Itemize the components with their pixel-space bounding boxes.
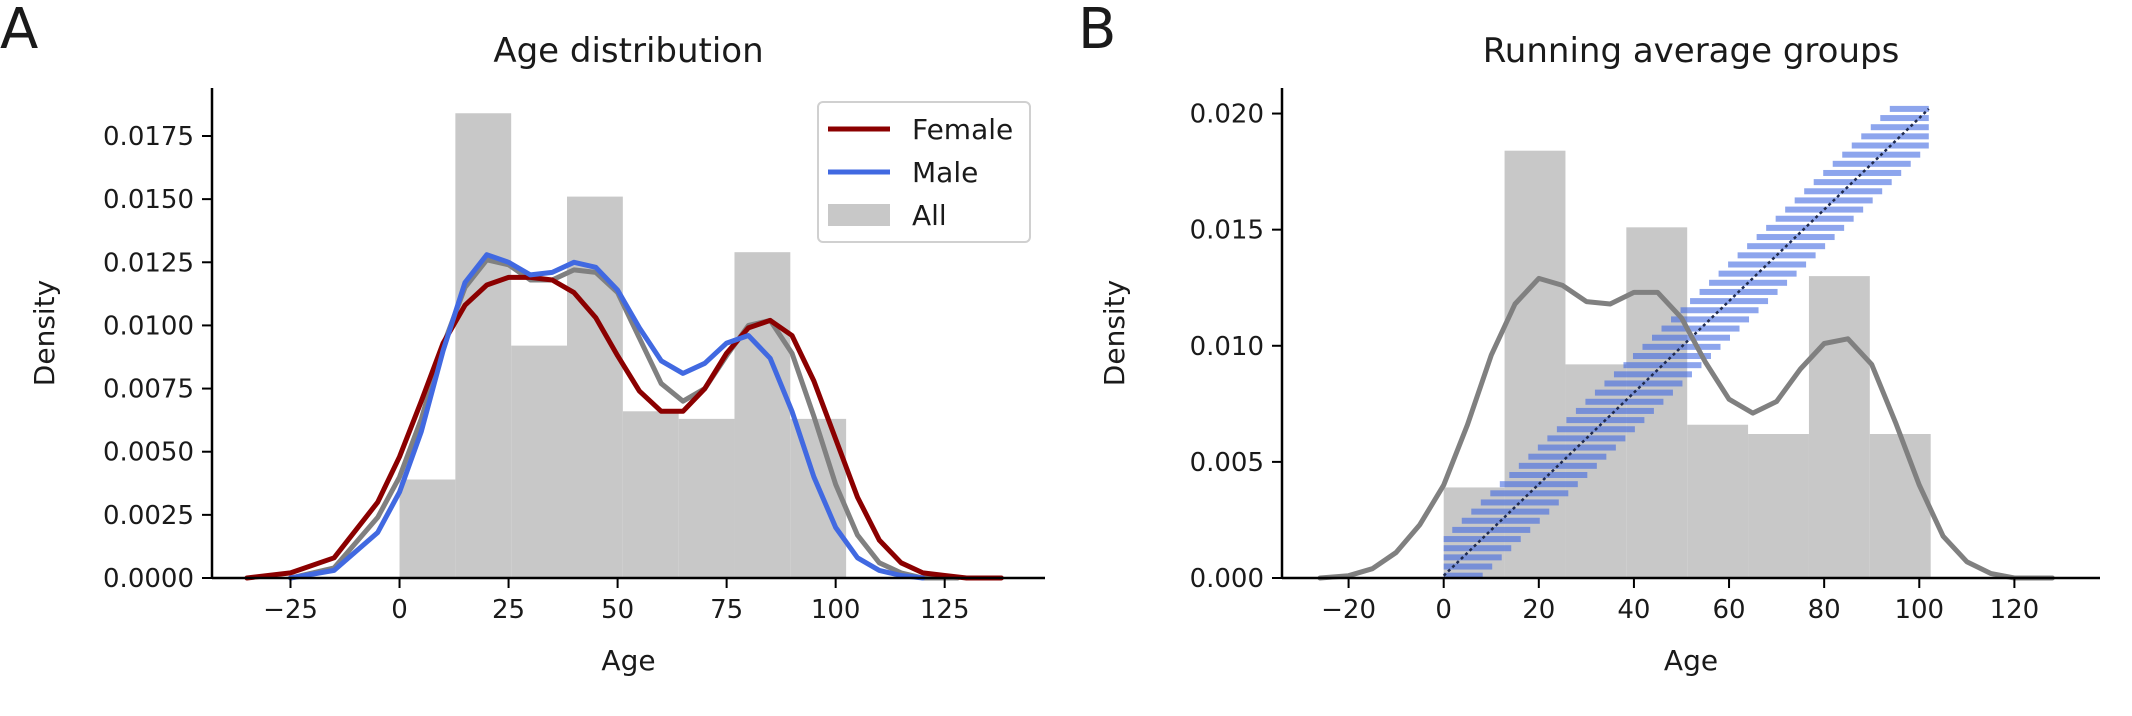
x-tick-label: 60 xyxy=(1712,595,1745,625)
running-group-bar xyxy=(1594,389,1673,396)
histogram-bar xyxy=(511,345,568,578)
kde-line xyxy=(1317,275,2055,581)
running-group-bar xyxy=(1766,224,1845,231)
running-group-bar xyxy=(1813,179,1892,186)
running-group-bar xyxy=(1585,398,1664,405)
y-axis-label: Density xyxy=(1098,280,1131,386)
y-tick-label: 0.0050 xyxy=(103,438,194,468)
running-group-bar xyxy=(1480,499,1559,506)
panel-b: B Running average groups −20 0 20 40 60 80 100 12… xyxy=(1078,0,2100,677)
y-tick-label: 0.020 xyxy=(1190,100,1264,130)
x-tick-label: 75 xyxy=(710,595,743,625)
histogram-bar xyxy=(1565,364,1627,578)
running-group-bar xyxy=(1642,343,1721,350)
x-tick-label: 40 xyxy=(1617,595,1650,625)
running-group-bar xyxy=(1737,252,1816,259)
x-tick-label: 100 xyxy=(811,595,861,625)
running-groups xyxy=(1442,105,1930,579)
kde-lines xyxy=(1317,275,2055,581)
running-group-bar xyxy=(1880,115,1929,122)
running-group-bar xyxy=(1499,481,1578,488)
histogram-bar xyxy=(567,196,623,578)
running-average-diagonal xyxy=(1442,107,1930,577)
running-group-bar xyxy=(1718,270,1797,277)
kde-line-female xyxy=(244,274,1004,581)
x-tick-label: 120 xyxy=(1990,595,2040,625)
running-group-bar xyxy=(1575,407,1654,414)
x-axis-label: Age xyxy=(1664,644,1718,677)
chart-title: Age distribution xyxy=(493,31,763,71)
running-group-bar xyxy=(1537,444,1616,451)
x-tick-label: 20 xyxy=(1522,595,1555,625)
histogram-bar xyxy=(734,252,791,578)
legend-swatch-all xyxy=(828,204,890,226)
kde-lines xyxy=(244,252,1004,581)
x-tick-label: 80 xyxy=(1808,595,1841,625)
x-tick-label: 0 xyxy=(391,595,408,625)
running-group-bar xyxy=(1889,105,1929,112)
histogram-bar xyxy=(455,113,512,579)
running-group-bar xyxy=(1785,206,1864,213)
histogram-bar xyxy=(622,411,679,578)
histogram-bar xyxy=(1808,276,1870,578)
chart-title: Running average groups xyxy=(1483,31,1900,71)
running-group-bar xyxy=(1443,554,1502,561)
x-tick-label: −20 xyxy=(1321,595,1376,625)
running-group-bar xyxy=(1443,563,1493,570)
running-group-bar xyxy=(1671,316,1750,323)
panel-letter: B xyxy=(1078,0,1116,62)
running-group-bar xyxy=(1832,160,1911,167)
panel-letter: A xyxy=(0,0,38,62)
x-tick-label: 100 xyxy=(1894,595,1944,625)
histogram-bar xyxy=(1869,434,1931,578)
x-tick-label: 125 xyxy=(920,595,970,625)
running-group-bar xyxy=(1547,435,1626,442)
running-group-bar xyxy=(1775,215,1854,222)
running-group-bar xyxy=(1490,490,1569,497)
x-tick-label: 25 xyxy=(492,595,525,625)
running-group-bar xyxy=(1680,307,1759,314)
x-axis-label: Age xyxy=(601,644,655,677)
histogram-bar xyxy=(678,418,735,578)
running-group-bar xyxy=(1870,124,1929,131)
legend-label: All xyxy=(912,199,947,232)
y-axis-label: Density xyxy=(28,280,61,386)
running-group-bar xyxy=(1861,133,1929,140)
kde-line-male xyxy=(288,252,926,581)
running-group-bar xyxy=(1452,526,1531,533)
y-tick-label: 0.010 xyxy=(1190,332,1264,362)
running-group-bar xyxy=(1443,536,1521,543)
y-tick-label: 0.0000 xyxy=(103,564,194,594)
running-group-bar xyxy=(1823,169,1902,176)
y-tick-label: 0.0150 xyxy=(103,185,194,215)
running-group-bar xyxy=(1528,453,1607,460)
y-tick-label: 0.005 xyxy=(1190,448,1264,478)
running-group-bar xyxy=(1443,572,1483,579)
histogram-bar xyxy=(1687,424,1749,578)
running-group-bar xyxy=(1623,362,1702,369)
y-tick-label: 0.0025 xyxy=(103,501,194,531)
x-tick-label: 50 xyxy=(601,595,634,625)
histogram-bar xyxy=(399,479,456,578)
y-tick-label: 0.0125 xyxy=(103,248,194,278)
y-tick-label: 0.015 xyxy=(1190,216,1264,246)
running-group-bar xyxy=(1728,261,1807,268)
x-tick-label: 0 xyxy=(1435,595,1452,625)
y-tick-label: 0.0075 xyxy=(103,375,194,405)
running-group-bar xyxy=(1690,298,1769,305)
legend-label: Female xyxy=(912,113,1013,146)
legend-label: Male xyxy=(912,156,978,189)
histogram-bar xyxy=(1748,434,1809,578)
y-tick-label: 0.0100 xyxy=(103,311,194,341)
running-group-bar xyxy=(1632,353,1711,360)
x-tick-label: −25 xyxy=(263,595,318,625)
running-group-bar xyxy=(1443,545,1512,552)
legend: Female Male All xyxy=(817,101,1031,243)
y-tick-label: 0.0175 xyxy=(103,122,194,152)
y-tick-label: 0.000 xyxy=(1190,564,1264,594)
panel-a: A Age distribution −25 0 25 50 75 100 125 0.0000 0… xyxy=(0,0,1045,677)
histogram xyxy=(399,113,847,579)
